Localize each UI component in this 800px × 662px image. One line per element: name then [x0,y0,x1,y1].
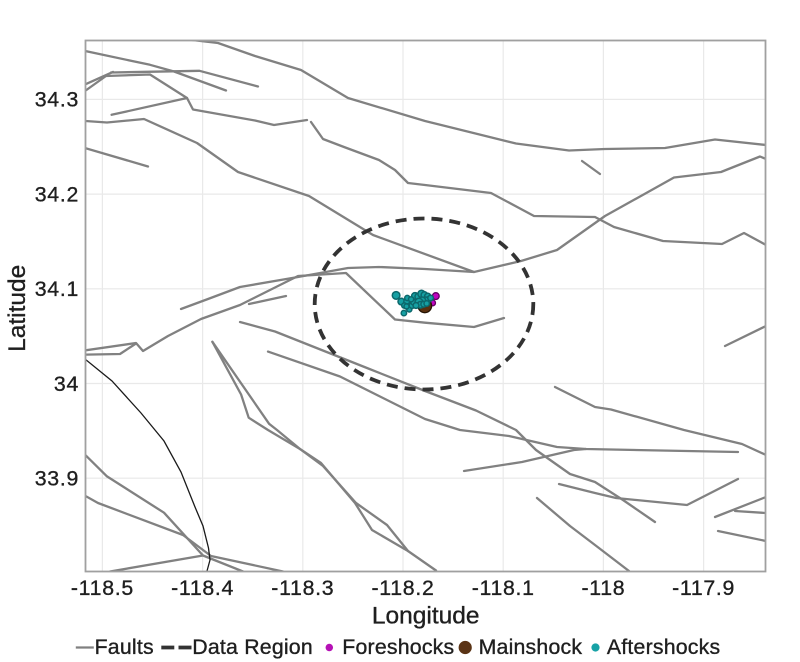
svg-text:34.2: 34.2 [35,182,79,206]
svg-text:-118.1: -118.1 [472,576,535,600]
svg-text:Aftershocks: Aftershocks [607,635,720,659]
svg-text:Faults: Faults [95,635,154,659]
svg-text:-118.3: -118.3 [271,576,334,600]
svg-text:Longitude: Longitude [372,603,480,630]
svg-text:-118: -118 [581,576,625,600]
svg-text:Data Region: Data Region [192,635,313,659]
svg-text:Latitude: Latitude [4,265,31,352]
svg-text:Mainshock: Mainshock [479,635,583,659]
svg-text:-118.2: -118.2 [371,576,434,600]
svg-text:34: 34 [54,372,79,396]
svg-text:Foreshocks: Foreshocks [342,635,454,659]
svg-text:-117.9: -117.9 [672,576,735,600]
svg-text:-118.4: -118.4 [171,576,234,600]
svg-text:33.9: 33.9 [35,467,79,491]
svg-text:34.1: 34.1 [35,277,79,301]
svg-text:34.3: 34.3 [35,88,79,112]
svg-text:-118.5: -118.5 [71,576,134,600]
